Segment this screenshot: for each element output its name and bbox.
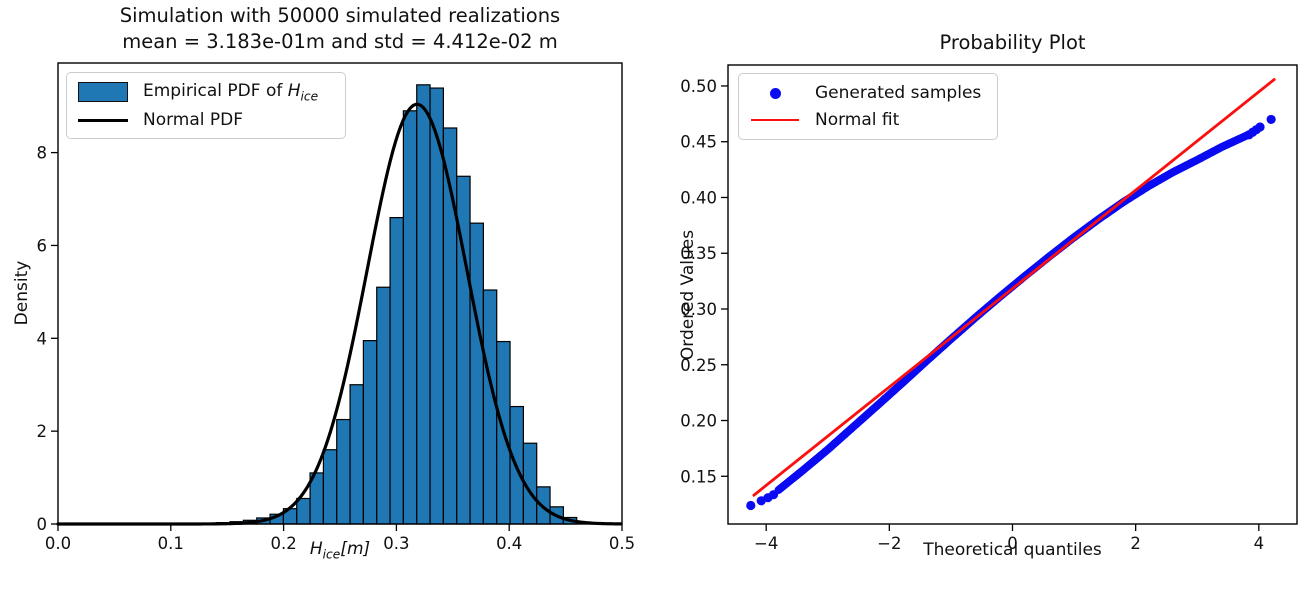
left-x-axis-label: Hice[m] xyxy=(58,539,622,561)
left-y-axis-label: Density xyxy=(12,260,32,326)
histogram-bar xyxy=(296,497,311,525)
y-tick-label: 0.25 xyxy=(680,356,717,375)
y-tick-label: 2 xyxy=(37,422,48,441)
histogram-bar xyxy=(482,289,498,525)
blue-patch-icon xyxy=(78,81,128,102)
x-tick-label: 0.3 xyxy=(383,534,409,553)
left-plot-title-line2: mean = 3.183e-01m and std = 4.412e-02 m xyxy=(122,30,558,53)
red-line-icon xyxy=(751,119,799,121)
left-plot-legend: Empirical PDF of Hice Normal PDF xyxy=(66,72,346,139)
right-x-axis-label: Theoretical quantiles xyxy=(923,540,1102,560)
histogram-bar xyxy=(402,110,418,525)
x-tick-label: −4 xyxy=(754,534,778,553)
x-tick-label: 4 xyxy=(1254,534,1265,553)
histogram-bar xyxy=(416,84,431,525)
x-tick-label: 0.5 xyxy=(609,534,635,553)
samples-dot-swatch xyxy=(749,87,801,99)
xlabel-subscript: ice xyxy=(322,547,341,562)
right-plot-legend: Generated samples Normal fit xyxy=(738,73,998,140)
y-tick-label: 4 xyxy=(37,329,48,348)
qq-tail-dot xyxy=(746,500,756,511)
y-tick-label: 6 xyxy=(37,236,48,255)
qq-tail-dot xyxy=(1266,114,1276,125)
normal-fit-line xyxy=(752,78,1276,497)
x-tick-label: 0 xyxy=(1007,534,1018,553)
legend-label-normal-pdf: Normal PDF xyxy=(143,110,244,131)
qq-tail-dot xyxy=(1255,122,1265,132)
right-plot-title: Probability Plot xyxy=(939,31,1086,54)
y-tick-label: 0.45 xyxy=(680,133,717,152)
x-tick-label: 0.1 xyxy=(158,534,184,553)
histogram-bar xyxy=(469,222,484,525)
qq-tail-dot xyxy=(768,490,779,500)
y-tick-label: 0.30 xyxy=(680,300,717,319)
blue-dot-icon xyxy=(769,87,781,99)
histogram-bar xyxy=(389,217,404,525)
xlabel-unit: [m] xyxy=(340,539,371,559)
legend-label-generated-samples: Generated samples xyxy=(815,83,982,103)
legend-item-normal-fit: Normal fit xyxy=(749,110,987,130)
y-tick-label: 0 xyxy=(37,515,48,534)
histogram-bar xyxy=(362,340,378,525)
fit-line-swatch xyxy=(749,119,801,121)
y-tick-label: 0.20 xyxy=(680,412,717,431)
legend-label-empirical: Empirical PDF of Hice xyxy=(143,80,319,104)
normal-pdf-line-swatch xyxy=(77,118,129,122)
histogram-bar xyxy=(349,384,364,525)
histogram-bar xyxy=(336,418,351,525)
xlabel-variable: H xyxy=(309,539,323,559)
y-tick-label: 8 xyxy=(37,144,48,163)
histogram-bar xyxy=(376,286,391,525)
right-y-axis-label: Ordered Values xyxy=(678,229,698,361)
qq-plot-axes: −4 −2 0 2 4 0.15 0.20 0.25 0.30 0.35 0.40 0.45 0.50 xyxy=(680,64,1298,553)
x-tick-label: 2 xyxy=(1130,534,1141,553)
legend-label-normal-fit: Normal fit xyxy=(815,110,900,130)
y-tick-label: 0.50 xyxy=(680,77,717,96)
histogram-bar xyxy=(322,449,338,525)
x-tick-label: 0.0 xyxy=(45,534,71,553)
black-line-icon xyxy=(78,118,128,122)
plot-frame xyxy=(57,62,623,525)
legend-item-normal-pdf: Normal PDF xyxy=(77,110,335,130)
histogram-axes: 0.0 0.1 0.2 0.3 0.4 0.5 0 2 4 6 8 xyxy=(37,62,635,553)
y-tick-label: 0.15 xyxy=(680,467,717,486)
left-plot-title-line1: Simulation with 50000 simulated realizat… xyxy=(119,4,561,27)
histogram-patch-swatch xyxy=(77,81,129,102)
y-tick-label: 0.35 xyxy=(680,244,717,263)
x-tick-label: 0.2 xyxy=(270,534,296,553)
legend-item-empirical-pdf: Empirical PDF of Hice xyxy=(77,81,335,103)
left-plot-title: Simulation with 50000 simulated realizat… xyxy=(58,3,622,55)
legend-item-generated-samples: Generated samples xyxy=(749,83,987,103)
x-tick-label: 0.4 xyxy=(496,534,522,553)
x-tick-label: −2 xyxy=(877,534,901,553)
y-tick-label: 0.40 xyxy=(680,188,717,207)
